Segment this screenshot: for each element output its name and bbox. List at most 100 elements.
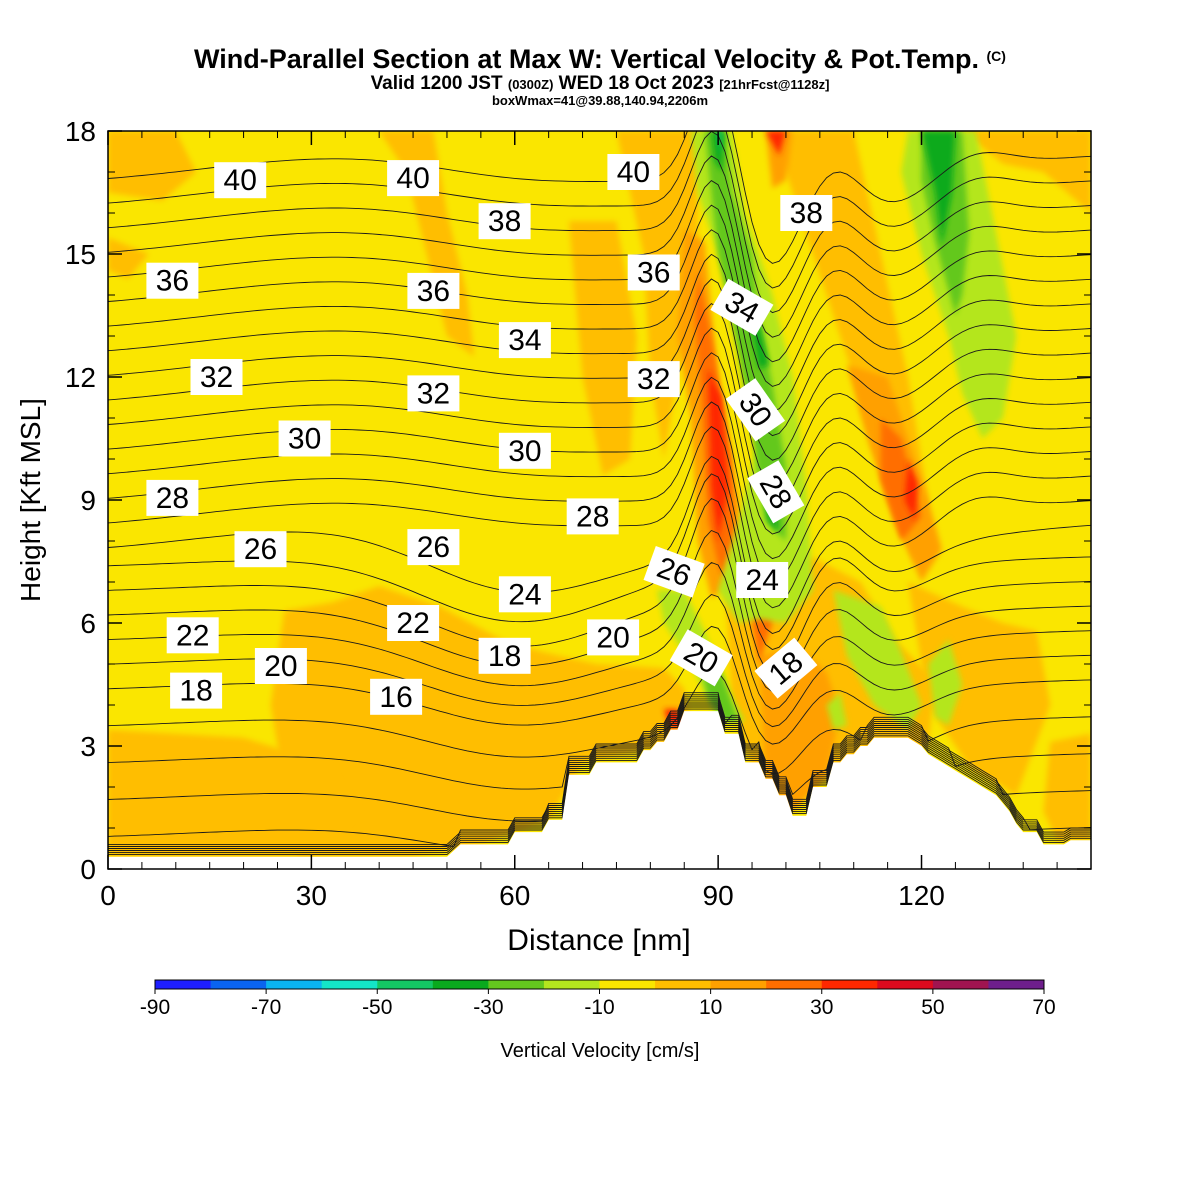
theta-label: 22: [387, 605, 440, 641]
theta-label: 18: [478, 637, 531, 674]
theta-label: 30: [498, 432, 551, 469]
svg-text:30: 30: [508, 435, 541, 468]
velocity-region: [765, 131, 786, 156]
isentrope-35: [108, 229, 1091, 412]
theta-label: 30: [725, 378, 786, 442]
svg-text:28: 28: [156, 482, 189, 515]
x-tick-label: 0: [100, 880, 116, 911]
isentrope-31: [108, 327, 1091, 510]
theta-label: 22: [166, 617, 219, 654]
x-tick-label: 120: [898, 880, 945, 911]
chart-subtitle-2: boxWmax=41@39.88,140.94,2206m: [491, 93, 709, 108]
isentrope-15: [108, 698, 1091, 845]
isentrope-22: [108, 561, 1091, 710]
colorbar-swatch: [988, 980, 1045, 989]
isentrope-13: [108, 702, 1091, 849]
theta-label: 34: [498, 322, 551, 359]
velocity-region: [921, 131, 956, 246]
svg-text:36: 36: [417, 275, 450, 308]
theta-label: 28: [146, 479, 199, 516]
colorbar-swatch: [155, 980, 212, 989]
svg-text:24: 24: [746, 564, 779, 597]
svg-text:38: 38: [488, 205, 521, 238]
theta-label: 40: [214, 162, 267, 199]
svg-text:32: 32: [417, 377, 450, 410]
colorbar-swatch: [210, 980, 267, 989]
velocity-region: [569, 221, 637, 476]
colorbar-swatch: [766, 980, 823, 989]
velocity-region: [704, 131, 786, 541]
theta-label: 30: [278, 420, 331, 457]
isentrope-19: [108, 670, 1091, 775]
colorbar-swatch: [932, 980, 989, 989]
isentrope-34: [108, 253, 1091, 437]
theta-label: 36: [407, 272, 460, 309]
velocity-region: [765, 131, 793, 189]
velocity-region: [1043, 733, 1091, 841]
theta-label: 28: [566, 498, 619, 535]
y-tick-label: 9: [80, 485, 96, 516]
chart-title: Wind-Parallel Section at Max W: Vertical…: [194, 44, 1006, 74]
colorbar-swatch: [266, 980, 323, 989]
velocity-region: [711, 131, 725, 172]
isentrope-30: [108, 352, 1091, 535]
y-tick-label: 3: [80, 731, 96, 762]
theta-contours: [108, 131, 1091, 856]
svg-text:36: 36: [637, 257, 670, 290]
colorbar-swatch: [488, 980, 545, 989]
chart-subtitle: Valid 1200 JST (0300Z) WED 18 Oct 2023 […: [370, 73, 830, 94]
velocity-region: [108, 237, 149, 279]
svg-text:22: 22: [396, 607, 429, 640]
theta-label: 26: [234, 531, 287, 568]
theta-label: 18: [170, 672, 223, 709]
svg-text:38: 38: [790, 197, 823, 230]
theta-label: 38: [780, 195, 833, 231]
colorbar-swatch: [432, 980, 489, 989]
theta-label: 32: [190, 359, 243, 395]
svg-text:20: 20: [596, 621, 629, 654]
theta-label: 36: [627, 254, 680, 291]
theta-label: 24: [498, 576, 551, 613]
colorbar: -90 -70 -50 -30 -10 10 30 50 70: [140, 979, 1056, 1019]
isentrope-29: [108, 376, 1091, 560]
colorbar-label: Vertical Velocity [cm/s]: [501, 1040, 700, 1062]
colorbar-swatch: [710, 980, 767, 989]
svg-text:22: 22: [176, 619, 209, 652]
svg-text:30: 30: [288, 423, 321, 456]
velocity-region: [108, 729, 359, 857]
velocity-region: [826, 692, 847, 730]
colorbar-tick-label: -10: [584, 996, 614, 1019]
isentrope-17: [108, 694, 1091, 822]
theta-label: 24: [736, 562, 789, 598]
terrain: [108, 711, 1091, 869]
svg-text:28: 28: [576, 500, 609, 533]
colorbar-swatch: [655, 980, 712, 989]
theta-label: 36: [146, 262, 199, 299]
svg-text:26: 26: [244, 533, 277, 566]
svg-text:36: 36: [156, 265, 189, 298]
colorbar-tick-label: -30: [473, 996, 503, 1019]
colorbar-swatch: [377, 980, 434, 989]
theta-label: 32: [627, 361, 680, 398]
y-tick-label: 18: [65, 116, 96, 147]
svg-text:20: 20: [264, 650, 297, 683]
isentrope-36: [108, 204, 1091, 387]
y-tick-label: 15: [65, 239, 96, 270]
svg-text:16: 16: [379, 681, 412, 714]
colorbar-swatch: [821, 980, 878, 989]
theta-label: 38: [478, 203, 531, 240]
svg-text:32: 32: [637, 363, 670, 396]
isentrope-14: [108, 700, 1091, 847]
colorbar-tick-label: 70: [1032, 996, 1055, 1019]
theta-label: 16: [370, 678, 423, 715]
svg-text:40: 40: [224, 164, 257, 197]
y-tick-label: 12: [65, 362, 96, 393]
isentrope-39: [108, 131, 1091, 314]
velocity-region: [108, 131, 197, 201]
svg-text:34: 34: [508, 324, 541, 357]
colorbar-swatch: [321, 980, 378, 989]
velocity-region: [962, 131, 1091, 213]
theta-label: 32: [407, 375, 460, 412]
